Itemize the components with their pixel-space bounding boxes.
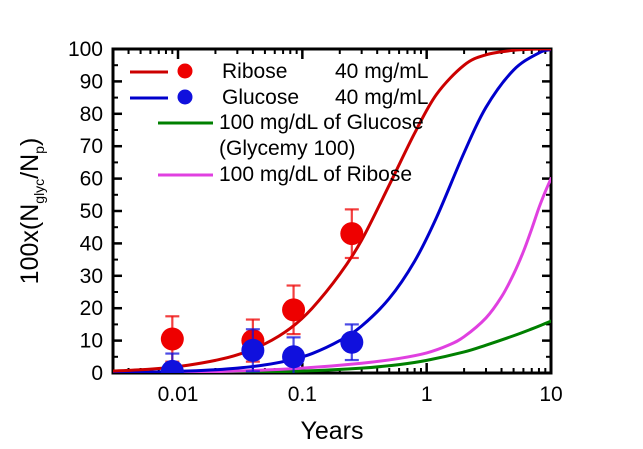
y-tick-label: 60 xyxy=(80,168,103,191)
legend-label: Ribose xyxy=(222,60,287,83)
y-title-mid: /N xyxy=(16,154,44,179)
legend-row: 100 mg/dL of Ribose xyxy=(158,163,412,186)
y-tick-label: 0 xyxy=(91,362,103,385)
x-tick-label: 0.01 xyxy=(158,383,199,406)
legend-value: 40 mg/mL xyxy=(335,86,428,109)
y-tick-label: 90 xyxy=(80,70,103,93)
plot-area: 0 10 20 30 40 50 60 70 80 90 100 0.01 0.1 1 10 Ribose 40… xyxy=(16,38,563,445)
legend-row: Glucose 40 mg/mL xyxy=(130,86,428,109)
data-point-marker xyxy=(160,359,184,373)
data-series-glucose xyxy=(160,323,364,373)
data-point-marker xyxy=(340,330,364,354)
legend-label: 100 mg/dL of Glucose xyxy=(219,111,424,134)
legend-marker-swatch xyxy=(177,63,193,79)
legend-row: 100 mg/dL of Glucose xyxy=(158,111,424,134)
data-point-marker xyxy=(282,345,306,369)
legend-label: 100 mg/dL of Ribose xyxy=(219,163,412,186)
data-point-marker xyxy=(340,222,364,246)
y-tick-label: 10 xyxy=(80,330,103,353)
y-tick-label: 100 xyxy=(68,38,103,61)
y-tick-label: 80 xyxy=(80,103,103,126)
legend-marker-swatch xyxy=(177,89,193,105)
legend-row: (Glycemy 100) xyxy=(219,137,356,160)
y-tick-label: 30 xyxy=(80,265,103,288)
y-title-suffix: ) xyxy=(16,138,44,146)
data-point-marker xyxy=(241,338,265,362)
y-axis-title-group: 100x(Nglyc/Np) xyxy=(16,138,47,285)
y-title-sub-glyc: glyc xyxy=(31,179,47,204)
legend-label: Glucose xyxy=(222,86,299,109)
series-curve xyxy=(113,49,551,373)
x-tick-label: 0.1 xyxy=(288,383,317,406)
y-tick-label: 20 xyxy=(80,297,103,320)
data-point-marker xyxy=(282,298,306,322)
y-axis-title: 100x(Nglyc/Np) xyxy=(16,138,47,285)
y-title-prefix: 100x(N xyxy=(16,204,44,285)
legend-value: 40 mg/mL xyxy=(335,60,428,83)
data-point-marker xyxy=(160,327,184,351)
y-tick-label: 50 xyxy=(80,200,103,223)
y-title-sub-p: p xyxy=(31,146,47,154)
curves-group xyxy=(113,49,551,373)
y-tick-label: 40 xyxy=(80,232,103,255)
series-curve xyxy=(113,49,551,373)
data-points-group xyxy=(160,208,364,373)
x-axis-title: Years xyxy=(300,417,363,445)
x-tick-label: 10 xyxy=(539,383,562,406)
legend-label: (Glycemy 100) xyxy=(219,137,356,160)
series-curve xyxy=(113,177,551,373)
x-tick-label: 1 xyxy=(421,383,433,406)
legend-row: Ribose 40 mg/mL xyxy=(130,60,428,83)
y-tick-label: 70 xyxy=(80,135,103,158)
